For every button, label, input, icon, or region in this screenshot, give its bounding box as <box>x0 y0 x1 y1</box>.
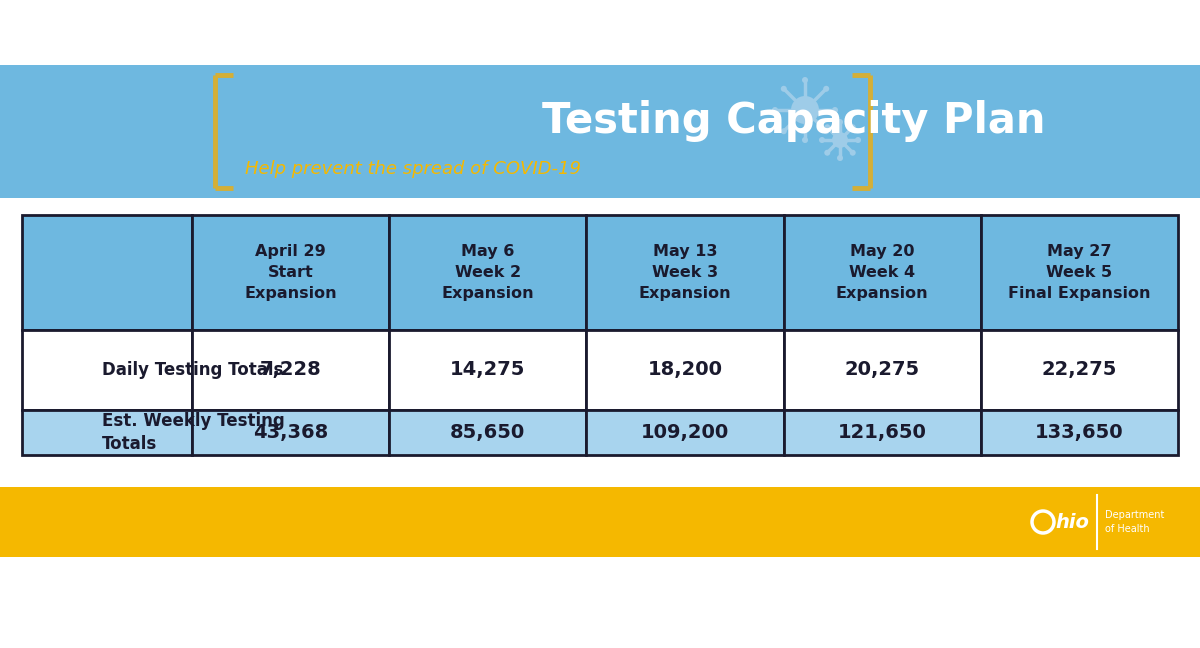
Text: Testing Capacity Plan: Testing Capacity Plan <box>542 100 1045 142</box>
Circle shape <box>832 132 848 148</box>
Circle shape <box>802 137 808 143</box>
Bar <box>587 330 784 410</box>
Bar <box>389 215 587 330</box>
Bar <box>22 215 192 330</box>
Text: May 27
Week 5
Final Expansion: May 27 Week 5 Final Expansion <box>1008 244 1151 301</box>
Text: 85,650: 85,650 <box>450 423 526 442</box>
Bar <box>784 330 980 410</box>
Bar <box>0 65 1200 198</box>
Circle shape <box>850 150 856 156</box>
Circle shape <box>824 150 830 156</box>
Circle shape <box>781 128 787 134</box>
Bar <box>980 330 1178 410</box>
Text: Daily Testing Totals: Daily Testing Totals <box>102 361 283 379</box>
Text: May 6
Week 2
Expansion: May 6 Week 2 Expansion <box>442 244 534 301</box>
Text: 18,200: 18,200 <box>648 360 722 380</box>
Circle shape <box>838 119 842 125</box>
Text: May 20
Week 4
Expansion: May 20 Week 4 Expansion <box>836 244 929 301</box>
Bar <box>192 215 389 330</box>
Bar <box>0 487 1200 557</box>
Bar <box>22 410 192 455</box>
Text: 20,275: 20,275 <box>845 360 919 380</box>
Bar <box>587 410 784 455</box>
Bar <box>389 410 587 455</box>
Text: 22,275: 22,275 <box>1042 360 1117 380</box>
Circle shape <box>823 86 829 92</box>
Bar <box>22 330 192 410</box>
Text: Help prevent the spread of COVID-19: Help prevent the spread of COVID-19 <box>245 160 581 178</box>
Circle shape <box>772 107 778 113</box>
Circle shape <box>781 86 787 92</box>
Text: 109,200: 109,200 <box>641 423 730 442</box>
Bar <box>192 410 389 455</box>
Bar <box>980 410 1178 455</box>
Text: Est. Weekly Testing
Totals: Est. Weekly Testing Totals <box>102 412 284 452</box>
Circle shape <box>824 124 830 130</box>
Circle shape <box>802 77 808 83</box>
Text: 133,650: 133,650 <box>1036 423 1123 442</box>
Text: 43,368: 43,368 <box>253 423 329 442</box>
Circle shape <box>854 137 862 143</box>
Text: April 29
Start
Expansion: April 29 Start Expansion <box>245 244 337 301</box>
Bar <box>980 215 1178 330</box>
Text: hio: hio <box>1055 513 1088 531</box>
Text: Department
of Health: Department of Health <box>1105 510 1164 534</box>
Circle shape <box>791 96 818 124</box>
Text: 14,275: 14,275 <box>450 360 526 380</box>
Circle shape <box>850 124 856 130</box>
Circle shape <box>838 155 842 161</box>
Bar <box>389 330 587 410</box>
Circle shape <box>823 128 829 134</box>
Text: 7,228: 7,228 <box>259 360 322 380</box>
Text: May 13
Week 3
Expansion: May 13 Week 3 Expansion <box>638 244 731 301</box>
Bar <box>784 410 980 455</box>
Circle shape <box>818 137 826 143</box>
Text: 121,650: 121,650 <box>838 423 926 442</box>
Circle shape <box>832 107 838 113</box>
Bar <box>587 215 784 330</box>
Bar <box>784 215 980 330</box>
Bar <box>192 330 389 410</box>
